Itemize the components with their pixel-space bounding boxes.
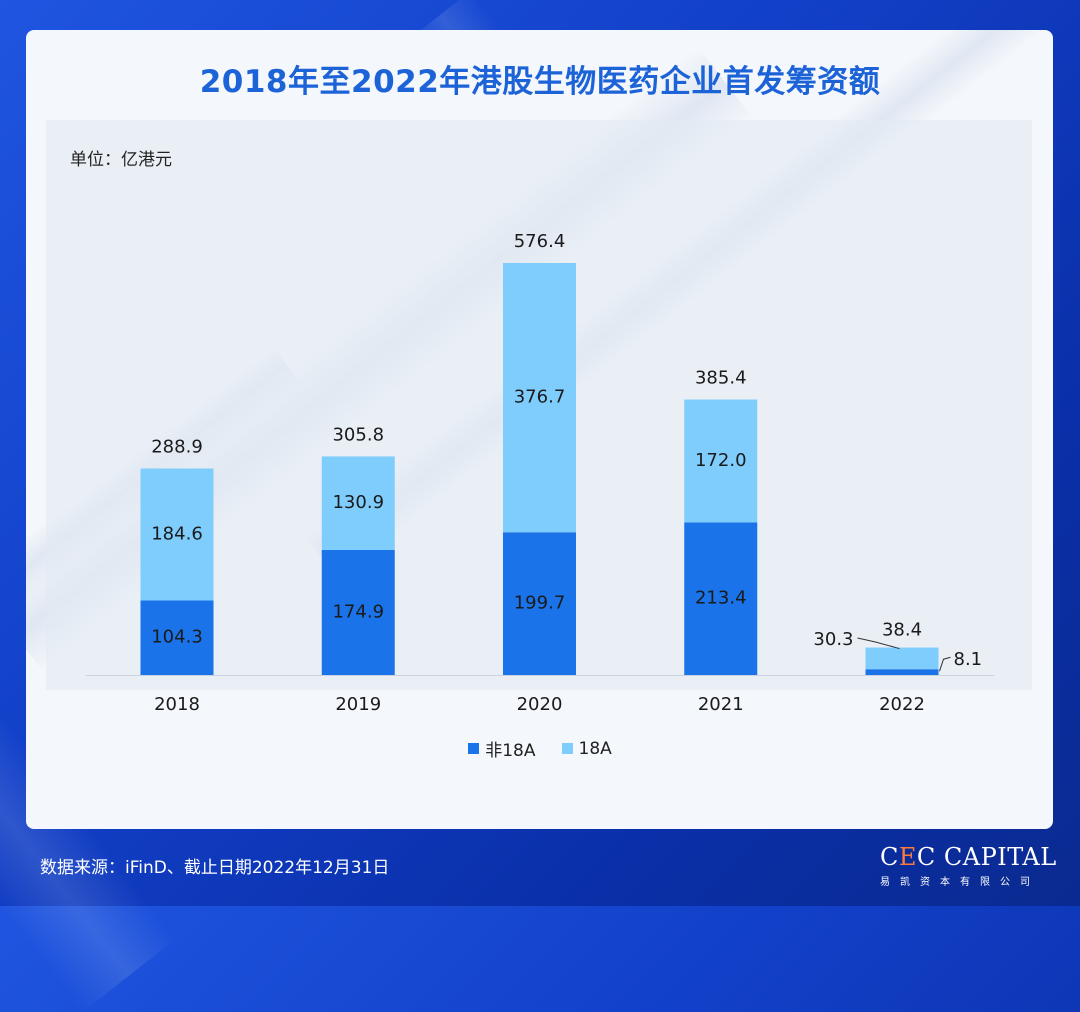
leader-line-18a-2022 [857,637,900,650]
bar-18a-2018 [140,468,214,601]
value-label-total-2021: 385.4 [695,368,747,389]
logo-wordmark: CEC CAPITAL [880,843,1057,871]
bar-non18a-2022 [865,669,939,675]
legend-label-non18a: 非18A [485,741,536,761]
x-tick-label-2022: 2022 [879,694,925,715]
value-label-18a-2022: 30.3 [813,629,853,650]
value-label-18a-2018: 184.6 [151,523,203,544]
value-label-total-2019: 305.8 [332,424,384,445]
legend-item-18a: 18A [561,736,612,761]
value-label-non18a-2021: 213.4 [695,588,747,609]
value-label-total-2018: 288.9 [151,436,203,457]
bar-non18a-2021 [684,522,758,675]
data-source-note: 数据来源：iFinD、截止日期2022年12月31日 [40,858,390,878]
legend-item-non18a: 非18A [468,736,536,761]
value-label-18a-2019: 130.9 [332,492,384,513]
value-label-18a-2020: 376.7 [514,387,566,408]
legend-swatch-non18a [468,743,480,754]
value-label-total-2020: 576.4 [514,231,566,252]
unit-label: 单位：亿港元 [70,150,172,170]
x-tick-label-2018: 2018 [154,694,200,715]
bar-non18a-2018 [140,600,214,675]
bar-non18a-2019 [321,549,395,675]
leader-line-non18a-2022 [939,656,951,672]
logo-subtitle: 易凯资本有限公司 [880,877,1040,888]
stacked-bar-chart: 2018 104.3 184.6 288.9 2019 174.9 130.9 305.8 20… [86,231,994,715]
legend-label-18a: 18A [578,738,612,759]
bar-non18a-2020 [503,532,576,675]
value-label-non18a-2022: 8.1 [954,649,983,670]
bar-18a-2019 [321,456,395,550]
legend-swatch-18a [561,743,573,754]
x-tick-label-2019: 2019 [335,694,381,715]
cec-capital-logo: CEC CAPITAL 易凯资本有限公司 [880,843,1060,888]
value-label-non18a-2018: 104.3 [151,627,203,648]
bar-18a-2022 [865,647,939,670]
value-label-non18a-2019: 174.9 [332,601,384,622]
value-label-total-2022: 38.4 [882,620,922,641]
value-label-non18a-2020: 199.7 [514,593,566,614]
bar-18a-2021 [684,399,758,523]
x-tick-label-2020: 2020 [517,694,563,715]
x-tick-label-2021: 2021 [698,694,744,715]
bar-18a-2020 [503,263,576,533]
value-label-18a-2021: 172.0 [695,450,747,471]
legend: 非18A 18A [0,736,1080,761]
chart-title: 2018年至2022年港股生物医药企业首发筹资额 [199,64,881,100]
